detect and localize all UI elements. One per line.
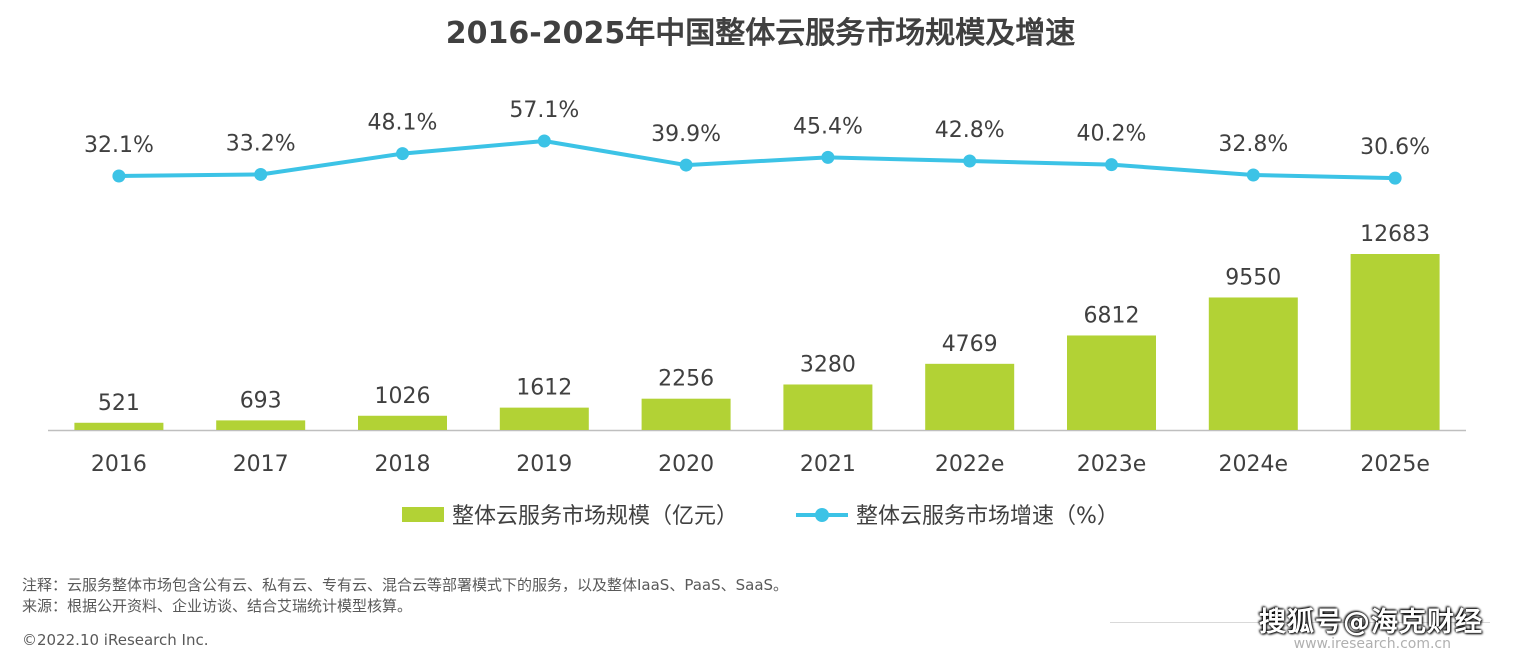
bar-2025e [1350,254,1440,430]
growth-label-2022e: 42.8% [935,118,1005,143]
legend-bar: 整体云服务市场规模（亿元） [402,498,738,530]
growth-point-2019 [537,134,551,148]
source-text: 来源：根据公开资料、企业访谈、结合艾瑞统计模型核算。 [22,597,413,615]
bar-label-2018: 1026 [375,384,431,409]
x-tick-label-2019: 2019 [516,452,572,477]
growth-point-2023e [1105,158,1118,172]
bar-2018 [358,415,447,430]
x-tick-label-2022e: 2022e [935,452,1005,477]
growth-point-2020 [679,158,693,172]
bar-2019 [499,407,589,430]
x-tick-label-2023e: 2023e [1077,452,1147,477]
growth-point-2021 [821,150,835,164]
growth-label-2023e: 40.2% [1077,122,1147,147]
growth-label-2021: 45.4% [793,114,863,139]
bar-label-2024e: 9550 [1225,265,1281,290]
bar-2024e [1208,297,1298,430]
growth-point-2025e [1388,171,1402,185]
bar-2016 [74,422,164,430]
growth-label-2016: 32.1% [84,133,154,158]
divider [1110,622,1490,623]
bar-label-2017: 693 [240,388,282,413]
growth-label-2018: 48.1% [368,111,438,136]
note-text: 注释：云服务整体市场包含公有云、私有云、专有云、混合云等部署模式下的服务，以及整… [22,576,789,594]
bar-label-2020: 2256 [658,367,714,392]
growth-label-2017: 33.2% [226,131,296,156]
legend-line: 整体云服务市场增速（%） [796,498,1119,530]
x-tick-label-2020: 2020 [658,452,714,477]
growth-point-2018 [396,147,409,161]
legend-bar-swatch [402,506,444,522]
growth-point-2022e [963,154,977,168]
growth-line [118,139,1396,181]
chart-title: 2016-2025年中国整体云服务市场规模及增速 [445,16,1076,51]
watermark-text: 搜狐号@海克财经 [1259,607,1483,638]
x-tick-label-2017: 2017 [233,452,289,477]
growth-label-2025e: 30.6% [1360,135,1430,160]
growth-point-2017 [254,167,268,181]
growth-label-2024e: 32.8% [1218,132,1288,157]
legend-line-label: 整体云服务市场增速（%） [856,504,1119,529]
growth-point-2016 [112,169,126,183]
bar-2023e [1067,335,1156,430]
copyright: ©2022.10 iResearch Inc. [22,631,209,649]
bar-2020 [641,398,731,430]
legend-line-swatch [796,506,848,522]
growth-point-2024e [1246,168,1260,182]
bar-label-2022e: 4769 [942,332,998,357]
notes: 注释：云服务整体市场包含公有云、私有云、专有云、混合云等部署模式下的服务，以及整… [22,575,788,617]
bar-2017 [216,420,306,430]
bar-label-2021: 3280 [800,352,856,377]
bar-label-2023e: 6812 [1084,303,1140,328]
legend-bar-label: 整体云服务市场规模（亿元） [452,504,739,529]
watermark-url: www.iresearch.com.cn [1293,636,1451,652]
bar-label-2016: 521 [98,391,140,416]
x-tick-label-2016: 2016 [91,452,147,477]
bar-label-2019: 1612 [516,376,572,401]
x-tick-label-2024e: 2024e [1219,452,1289,477]
bar-2021 [783,384,873,430]
x-tick-label-2018: 2018 [375,452,431,477]
growth-label-2019: 57.1% [509,98,579,123]
bar-2022e [925,363,1015,430]
bar-label-2025e: 12683 [1360,222,1430,247]
growth-label-2020: 39.9% [651,122,721,147]
x-tick-label-2025e: 2025e [1360,452,1430,477]
x-tick-label-2021: 2021 [800,452,856,477]
